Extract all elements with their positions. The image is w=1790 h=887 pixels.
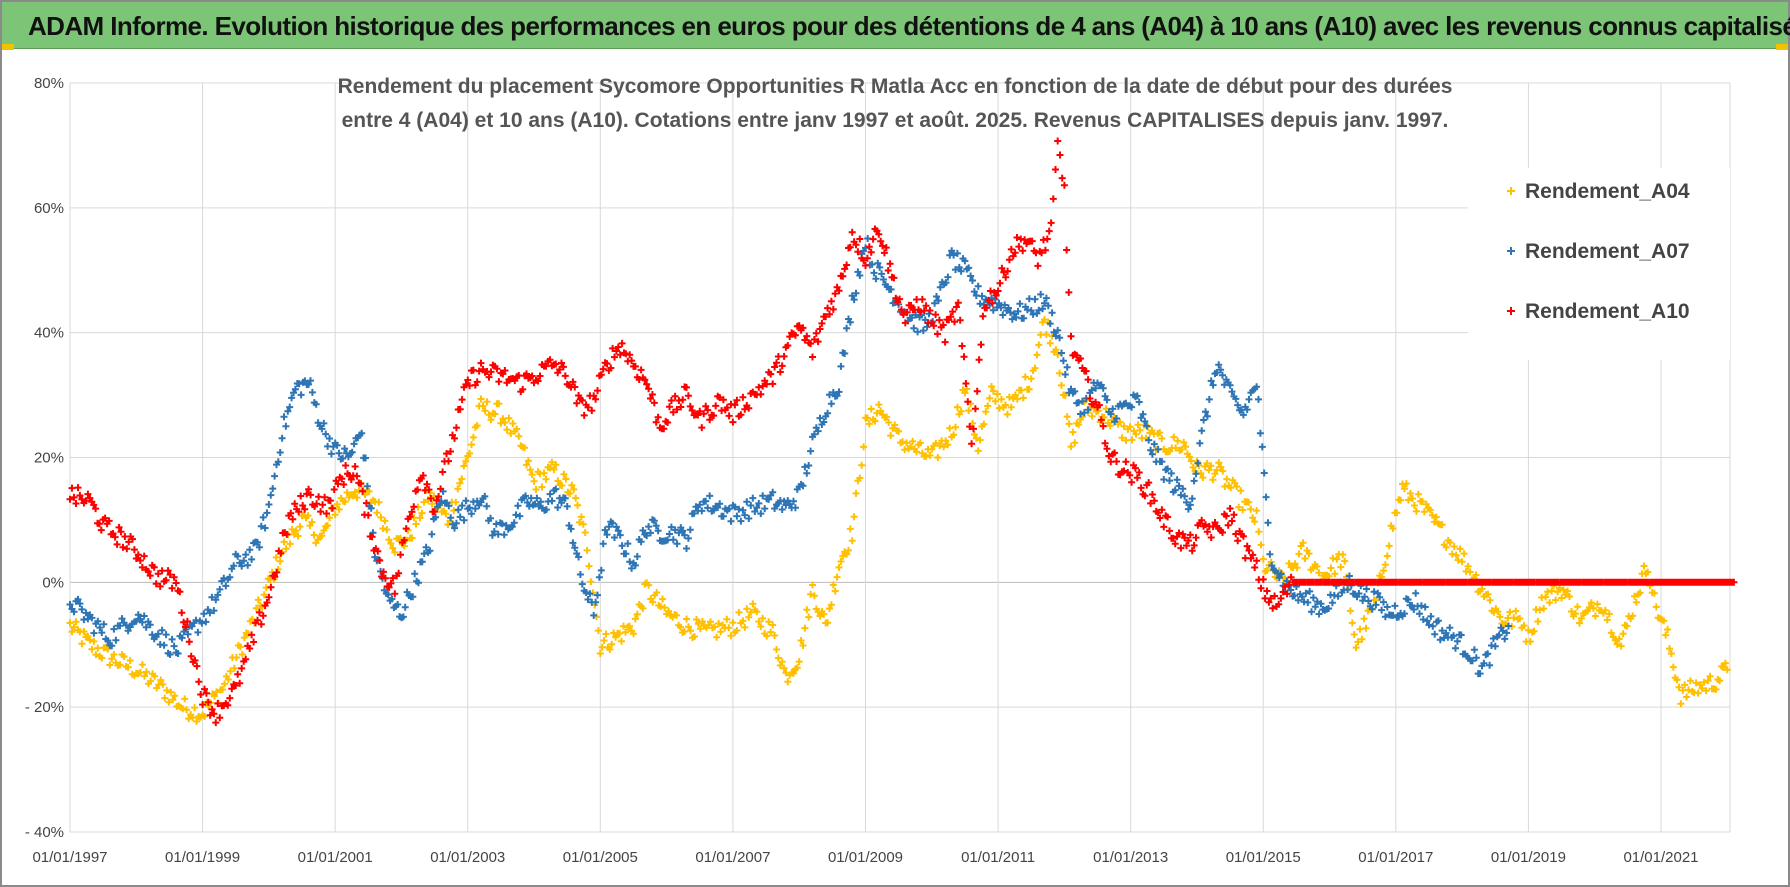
legend-label-rendement_a07: Rendement_A07 (1525, 240, 1690, 263)
x-tick-label: 01/01/2001 (298, 849, 373, 866)
series-markers-rendement_a04 (66, 316, 1731, 725)
y-tick-label: - 40% (25, 824, 64, 841)
report-banner: ADAM Informe. Evolution historique des p… (2, 2, 1790, 49)
y-tick-label: - 20% (25, 699, 64, 716)
series-markers-rendement_a07 (66, 235, 1512, 678)
series-rendement_a04 (66, 316, 1731, 725)
x-tick-label: 01/01/2019 (1491, 849, 1566, 866)
series-rendement_a10 (66, 137, 1738, 727)
y-tick-label: 20% (34, 450, 64, 467)
legend: Rendement_A04 Rendement_A07 Rendement_A10 (1507, 180, 1690, 323)
x-tick-label: 01/01/2007 (695, 849, 770, 866)
x-tick-label: 01/01/2021 (1623, 849, 1698, 866)
y-tick-label: 80% (34, 75, 64, 92)
y-tick-label: 60% (34, 200, 64, 217)
corner-mark-left (2, 44, 14, 50)
x-tick-label: 01/01/1999 (165, 849, 240, 866)
x-tick-label: 01/01/2013 (1093, 849, 1168, 866)
legend-label-rendement_a10: Rendement_A10 (1525, 300, 1690, 323)
series-markers (66, 137, 1738, 727)
chart-title-line-1: Rendement du placement Sycomore Opportun… (338, 75, 1453, 98)
series-rendement_a07 (66, 235, 1512, 678)
x-tick-label: 01/01/2015 (1226, 849, 1301, 866)
legend-box (1468, 168, 1730, 360)
y-tick-label: 40% (34, 325, 64, 342)
x-tick-label: 01/01/2009 (828, 849, 903, 866)
x-tick-label: 01/01/2017 (1358, 849, 1433, 866)
chart-title-line-2: entre 4 (A04) et 10 ans (A10). Cotations… (342, 109, 1449, 132)
legend-label-rendement_a04: Rendement_A04 (1525, 180, 1690, 203)
legend-marker-rendement_a07 (1507, 247, 1515, 255)
y-tick-label: 0% (42, 574, 64, 591)
x-tick-label: 01/01/1997 (32, 849, 107, 866)
x-tick-label: 01/01/2011 (961, 849, 1035, 866)
corner-mark-right (1776, 44, 1788, 50)
banner-title: ADAM Informe. Evolution historique des p… (28, 11, 1790, 41)
x-tick-label: 01/01/2003 (430, 849, 505, 866)
legend-marker-rendement_a10 (1507, 307, 1515, 315)
axes: - 40% - 20% 0% 20% 40% 60% 80% 01/01/1997 01/01/… (25, 75, 1699, 866)
x-tick-label: 01/01/2005 (563, 849, 638, 866)
series-markers-rendement_a10 (66, 137, 1738, 727)
legend-marker-rendement_a04 (1507, 187, 1515, 195)
